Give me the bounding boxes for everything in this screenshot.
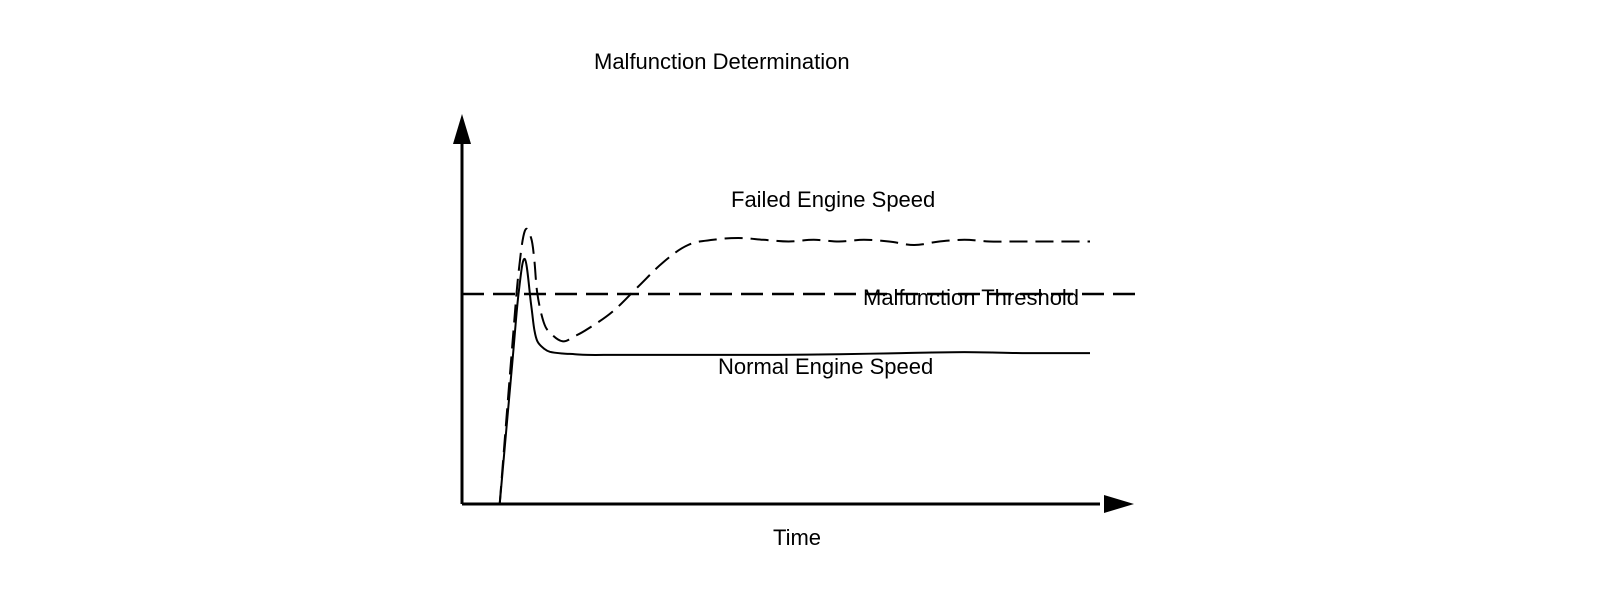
normal-series-label: Normal Engine Speed xyxy=(718,354,933,379)
threshold-label: Malfunction Threshold xyxy=(863,285,1079,310)
plot-area xyxy=(462,227,1135,505)
x-axis-arrow-icon xyxy=(1104,495,1134,513)
x-axis-label: Time xyxy=(773,525,821,550)
chart-title: Malfunction Determination xyxy=(594,49,850,74)
failed-engine-speed-line xyxy=(498,227,1090,505)
normal-engine-speed-line xyxy=(498,257,1091,505)
axes xyxy=(453,114,1134,513)
y-axis-arrow-icon xyxy=(453,114,471,144)
failed-series-label: Failed Engine Speed xyxy=(731,187,935,212)
